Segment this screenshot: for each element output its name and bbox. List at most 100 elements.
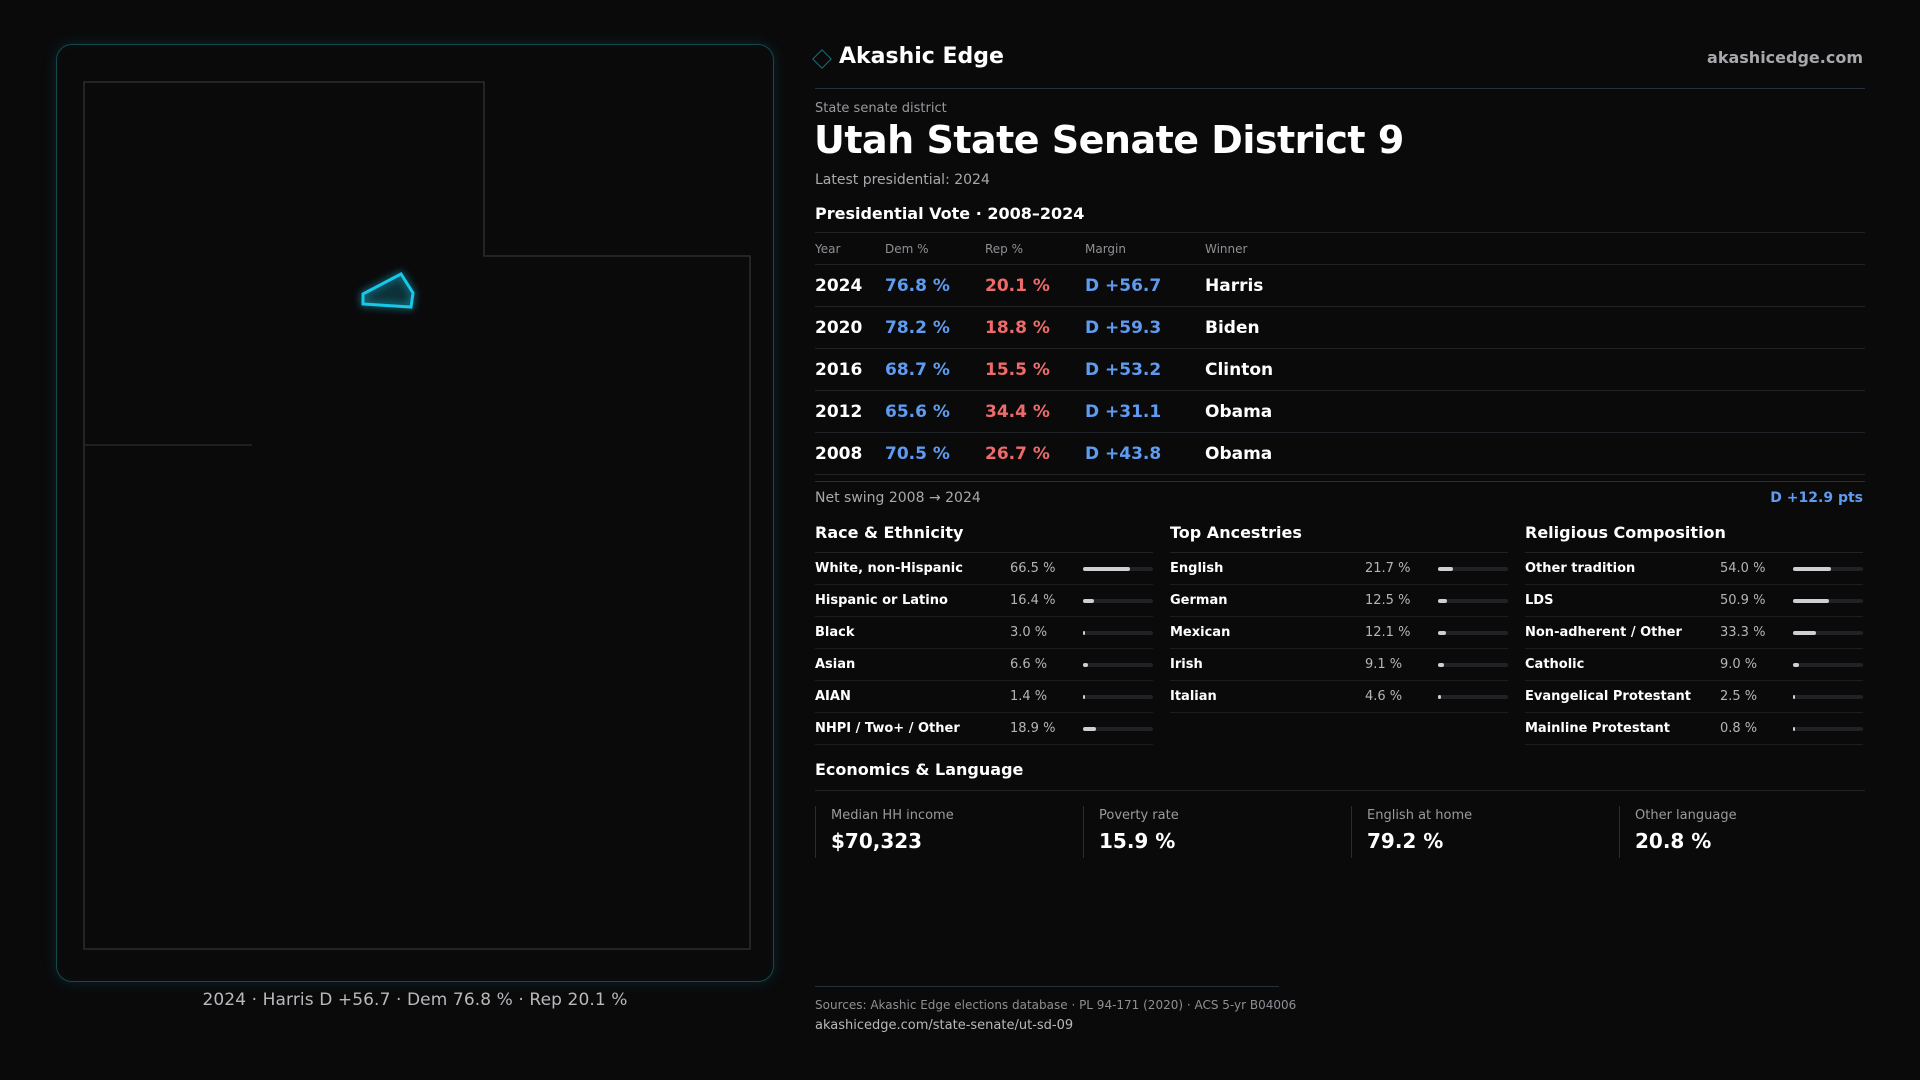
table-rule (815, 474, 1865, 475)
footer-url-link[interactable]: akashicedge.com/state-senate/ut-sd-09 (815, 1018, 1074, 1033)
list-item: Italian 4.6 % (1170, 681, 1508, 713)
stat-value: $70,323 (831, 829, 923, 853)
table-row: 2008 70.5 % 26.7 % D +43.8 Obama (815, 432, 1865, 474)
page-title: Utah State Senate District 9 (814, 118, 1404, 162)
stat-label: Poverty rate (1099, 808, 1179, 823)
column-header-winner: Winner (1205, 241, 1248, 256)
percent-bar-fill (1793, 694, 1795, 699)
brand-name: Akashic Edge (839, 44, 1004, 69)
stat-card: English at home 79.2 % (1351, 806, 1619, 858)
site-url-link[interactable]: akashicedge.com (1707, 48, 1863, 67)
item-label: Other tradition (1525, 561, 1636, 576)
percent-bar-fill (1793, 662, 1800, 667)
percent-bar (1793, 566, 1863, 571)
percent-bar-fill (1438, 662, 1445, 667)
rep-cell: 18.8 % (985, 317, 1050, 338)
percent-bar-fill (1438, 566, 1454, 571)
item-label: Asian (815, 657, 856, 672)
year-cell: 2024 (815, 275, 863, 296)
margin-cell: D +59.3 (1085, 317, 1162, 338)
table-rule (815, 232, 1865, 233)
item-label: NHPI / Two+ / Other (815, 721, 960, 736)
percent-bar (1793, 662, 1863, 667)
divider (815, 88, 1865, 89)
utah-map (83, 81, 751, 950)
percent-bar (1438, 662, 1508, 667)
item-label: Non-adherent / Other (1525, 625, 1682, 640)
item-label: Evangelical Protestant (1525, 689, 1691, 704)
column-header-dem: Dem % (885, 241, 929, 256)
brand[interactable]: Akashic Edge (812, 44, 1004, 69)
column-header-rep: Rep % (985, 241, 1024, 256)
dem-cell: 70.5 % (885, 443, 950, 464)
rep-cell: 15.5 % (985, 359, 1050, 380)
percent-bar-fill (1083, 662, 1088, 667)
item-percent: 33.3 % (1720, 625, 1766, 640)
list-item: Irish 9.1 % (1170, 649, 1508, 681)
year-cell: 2020 (815, 317, 863, 338)
item-label: German (1170, 593, 1228, 608)
percent-bar-fill (1438, 598, 1447, 603)
district-highlight (361, 272, 415, 309)
item-label: English (1170, 561, 1224, 576)
percent-bar-fill (1793, 566, 1831, 571)
list-item: Mainline Protestant 0.8 % (1525, 713, 1863, 745)
stat-card: Poverty rate 15.9 % (1083, 806, 1351, 858)
winner-cell: Clinton (1205, 359, 1274, 380)
percent-bar (1083, 566, 1153, 571)
year-cell: 2008 (815, 443, 863, 464)
item-label: LDS (1525, 593, 1554, 608)
percent-bar-fill (1793, 726, 1795, 731)
percent-bar-fill (1083, 694, 1085, 699)
state-outline (83, 81, 751, 950)
item-percent: 21.7 % (1365, 561, 1411, 576)
percent-bar-fill (1083, 598, 1095, 603)
list-item: Black 3.0 % (815, 617, 1153, 649)
item-label: Italian (1170, 689, 1217, 704)
item-percent: 9.1 % (1365, 657, 1403, 672)
list-item: Other tradition 54.0 % (1525, 553, 1863, 585)
percent-bar (1793, 630, 1863, 635)
page-kicker: State senate district (815, 101, 947, 116)
dem-cell: 78.2 % (885, 317, 950, 338)
item-percent: 66.5 % (1010, 561, 1056, 576)
winner-cell: Biden (1205, 317, 1260, 338)
stat-label: English at home (1367, 808, 1473, 823)
percent-bar (1438, 566, 1508, 571)
stat-value: 15.9 % (1099, 829, 1176, 853)
map-panel (56, 44, 774, 982)
list-item: Asian 6.6 % (815, 649, 1153, 681)
rep-cell: 34.4 % (985, 401, 1050, 422)
race-ethnicity-section: Race & Ethnicity White, non-Hispanic 66.… (815, 522, 1153, 745)
section-title: Top Ancestries (1170, 522, 1508, 553)
economics-title: Economics & Language (815, 760, 1024, 779)
table-row: 2024 76.8 % 20.1 % D +56.7 Harris (815, 264, 1865, 306)
stat-label: Other language (1635, 808, 1737, 823)
percent-bar-fill (1083, 726, 1097, 731)
item-percent: 50.9 % (1720, 593, 1766, 608)
rep-cell: 26.7 % (985, 443, 1050, 464)
item-percent: 3.0 % (1010, 625, 1048, 640)
percent-bar-fill (1793, 598, 1829, 603)
table-header: Year Dem % Rep % Margin Winner (815, 233, 1865, 264)
table-row: 2012 65.6 % 34.4 % D +31.1 Obama (815, 390, 1865, 432)
presidential-vote-table: Year Dem % Rep % Margin Winner 2024 76.8… (815, 232, 1865, 475)
margin-cell: D +53.2 (1085, 359, 1162, 380)
divider (815, 986, 1279, 987)
list-item: AIAN 1.4 % (815, 681, 1153, 713)
list-item: Hispanic or Latino 16.4 % (815, 585, 1153, 617)
item-percent: 0.8 % (1720, 721, 1758, 736)
stat-card: Other language 20.8 % (1619, 806, 1887, 858)
latest-election: Latest presidential: 2024 (815, 172, 990, 188)
percent-bar-fill (1793, 630, 1817, 635)
list-item: English 21.7 % (1170, 553, 1508, 585)
winner-cell: Harris (1205, 275, 1264, 296)
diamond-icon (812, 48, 832, 69)
list-item: NHPI / Two+ / Other 18.9 % (815, 713, 1153, 745)
stat-value: 20.8 % (1635, 829, 1712, 853)
year-cell: 2016 (815, 359, 863, 380)
year-cell: 2012 (815, 401, 863, 422)
margin-cell: D +43.8 (1085, 443, 1162, 464)
item-percent: 54.0 % (1720, 561, 1766, 576)
item-percent: 9.0 % (1720, 657, 1758, 672)
